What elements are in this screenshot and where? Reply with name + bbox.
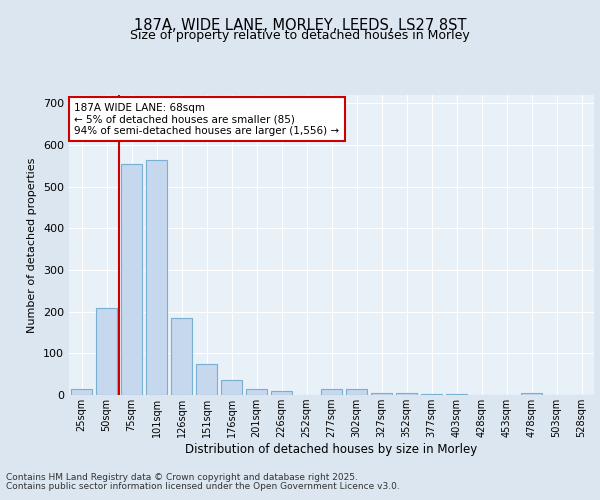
Bar [446, 394, 467, 395]
Bar [521, 393, 542, 395]
Bar [346, 389, 367, 395]
Bar [71, 389, 92, 395]
Bar [146, 160, 167, 395]
X-axis label: Distribution of detached houses by size in Morley: Distribution of detached houses by size … [185, 443, 478, 456]
Bar [96, 308, 117, 395]
Bar [221, 380, 242, 395]
Bar [396, 393, 417, 395]
Bar [321, 389, 342, 395]
Text: Contains public sector information licensed under the Open Government Licence v3: Contains public sector information licen… [6, 482, 400, 491]
Bar [121, 164, 142, 395]
Text: Size of property relative to detached houses in Morley: Size of property relative to detached ho… [130, 28, 470, 42]
Bar [421, 394, 442, 395]
Text: Contains HM Land Registry data © Crown copyright and database right 2025.: Contains HM Land Registry data © Crown c… [6, 472, 358, 482]
Bar [271, 391, 292, 395]
Bar [171, 318, 192, 395]
Y-axis label: Number of detached properties: Number of detached properties [28, 158, 37, 332]
Text: 187A WIDE LANE: 68sqm
← 5% of detached houses are smaller (85)
94% of semi-detac: 187A WIDE LANE: 68sqm ← 5% of detached h… [74, 102, 340, 136]
Bar [371, 393, 392, 395]
Bar [196, 364, 217, 395]
Text: 187A, WIDE LANE, MORLEY, LEEDS, LS27 8ST: 187A, WIDE LANE, MORLEY, LEEDS, LS27 8ST [134, 18, 466, 32]
Bar [246, 389, 267, 395]
